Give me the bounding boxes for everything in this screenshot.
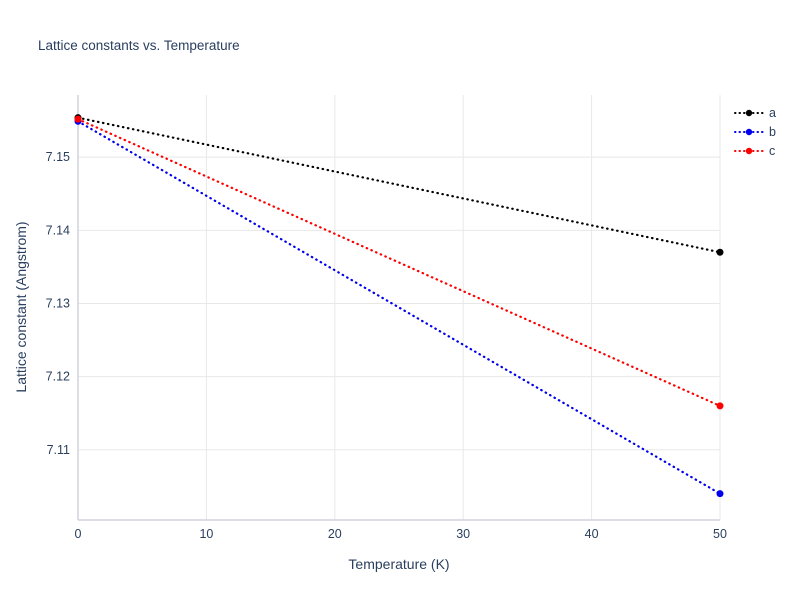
y-tick-label: 7.11: [47, 443, 70, 457]
series-marker-c: [74, 115, 82, 123]
series-marker-b: [716, 490, 724, 498]
x-tick-label: 30: [456, 527, 470, 541]
y-tick-label: 7.14: [46, 223, 70, 237]
y-tick-label: 7.13: [46, 296, 70, 310]
chart-title: Lattice constants vs. Temperature: [38, 38, 240, 53]
series-line-a: [76, 116, 722, 254]
y-tick-label: 7.15: [46, 150, 70, 164]
legend-swatch-marker-c: [745, 147, 753, 155]
legend-label-b[interactable]: b: [769, 125, 776, 139]
series-line-b: [76, 120, 722, 495]
legend-label-a[interactable]: a: [769, 106, 776, 120]
x-tick-label: 20: [328, 527, 342, 541]
legend-label-c[interactable]: c: [769, 144, 775, 158]
y-tick-label: 7.12: [46, 370, 70, 384]
x-axis-label: Temperature (K): [348, 556, 450, 572]
x-tick-label: 0: [75, 527, 82, 541]
legend-swatch-marker-a: [745, 109, 753, 117]
series-line-c: [76, 118, 722, 407]
series-marker-c: [716, 402, 724, 410]
legend-swatch-marker-b: [745, 128, 753, 136]
x-tick-label: 40: [585, 527, 599, 541]
series-marker-a: [716, 248, 724, 256]
x-tick-label: 50: [713, 527, 727, 541]
x-tick-label: 10: [199, 527, 213, 541]
